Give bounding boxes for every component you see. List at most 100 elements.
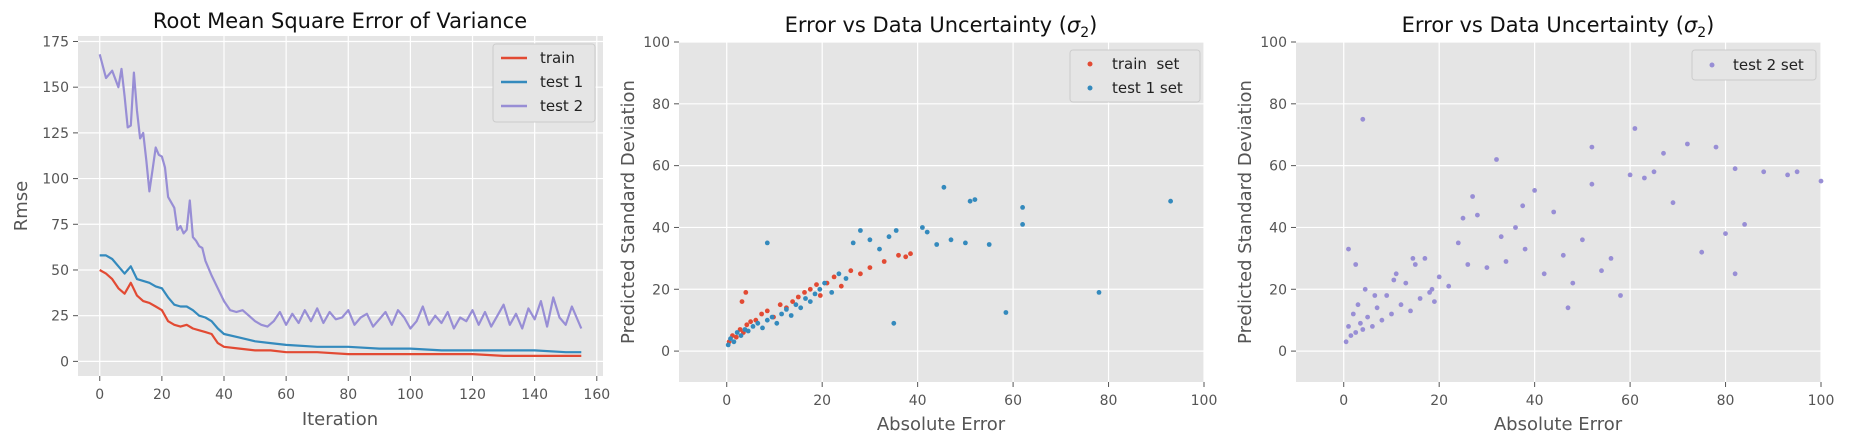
point-test-1-set [822, 280, 827, 286]
legend-scatter-1: train set test 1 set [1069, 49, 1201, 103]
legend-label-train: train [540, 49, 575, 67]
x-tick-label: 60 [1004, 393, 1022, 409]
point-test-2-set [1699, 249, 1705, 255]
point-test-2-set [1713, 144, 1719, 150]
point-train-set [739, 299, 745, 304]
point-test-1-set [1096, 290, 1102, 295]
point-test-2-set [1398, 302, 1404, 308]
point-test-2-set [1355, 302, 1361, 308]
x-tick-label: 100 [1191, 393, 1218, 409]
x-tick-label: 100 [1808, 393, 1835, 409]
point-test-2-set [1391, 277, 1397, 283]
legend-label-test1-set: test 1 set [1112, 79, 1183, 97]
x-tick-label: 60 [277, 387, 295, 403]
point-test-1-set [784, 307, 789, 312]
point-test-2-set [1346, 324, 1351, 329]
point-test-2-set [1408, 308, 1413, 314]
point-test-1-set [877, 246, 882, 252]
point-test-2-set [1498, 234, 1504, 240]
point-test-2-set [1651, 169, 1657, 175]
point-test-1-set [886, 234, 892, 240]
point-test-1-set [934, 242, 940, 247]
x-axis-label-scatter-1: Absolute Error [877, 414, 1006, 435]
x-tick-label: 0 [1339, 393, 1348, 409]
point-test-2-set [1348, 333, 1354, 338]
point-test-1-set [779, 311, 784, 317]
point-train-set [881, 259, 887, 264]
x-tick-label: 0 [95, 387, 104, 403]
point-test-1-set [836, 271, 842, 277]
point-test-1-set [817, 286, 823, 292]
point-train-set [759, 311, 764, 317]
point-train-set [777, 302, 783, 308]
point-test-1-set [920, 225, 925, 230]
point-test-2-set [1541, 271, 1547, 277]
point-test-2-set [1785, 172, 1790, 178]
x-tick-label: 0 [722, 393, 731, 409]
x-tick-label: 80 [1100, 393, 1118, 409]
point-test-2-set [1503, 259, 1509, 264]
point-test-1-set [793, 302, 799, 308]
panel-rmse: 0 20 40 60 80 100 120 140 160 0 25 50 75 100 125 150 17… [11, 9, 610, 430]
point-test-1-set [1020, 222, 1025, 227]
point-test-2-set [1358, 320, 1363, 326]
point-test-2-set [1618, 293, 1623, 298]
y-tick-label: 40 [1269, 220, 1287, 236]
point-test-2-set [1350, 311, 1356, 317]
legend-label-test2: test 2 [540, 97, 583, 115]
point-test-2-set [1389, 311, 1394, 317]
point-test-2-set [1627, 172, 1633, 178]
point-train-set [744, 322, 750, 328]
point-test-2-set [1565, 305, 1571, 311]
title-sigma: σ [1684, 13, 1698, 37]
series-line-train [99, 269, 582, 357]
point-test-1-set [1020, 205, 1025, 210]
y-tick-label: 100 [42, 172, 69, 188]
point-test-2-set [1589, 181, 1595, 187]
point-test-2-set [1570, 280, 1576, 286]
point-test-2-set [1742, 222, 1747, 227]
point-test-2-set [1670, 200, 1676, 206]
x-tick-label: 20 [813, 393, 831, 409]
point-test-1-set [891, 320, 897, 326]
point-test-2-set [1384, 293, 1390, 298]
point-test-1-set [731, 339, 737, 345]
point-test-2-set [1580, 237, 1585, 243]
point-test-1-set [850, 240, 856, 246]
point-test-1-set [807, 299, 813, 304]
point-test-2-set [1494, 157, 1499, 162]
point-test-2-set [1446, 283, 1452, 289]
point-test-2-set [1403, 280, 1409, 286]
point-test-1-set [774, 320, 780, 326]
point-train-set [896, 252, 901, 258]
series-scatter-1 [725, 184, 1173, 348]
legend-label-test2-set: test 2 set [1733, 56, 1804, 74]
point-test-1-set [750, 324, 756, 329]
title-sub: 2 [1080, 25, 1089, 41]
point-test-2-set [1484, 265, 1490, 270]
point-test-2-set [1353, 330, 1359, 335]
point-test-1-set [829, 290, 835, 295]
point-test-2-set [1412, 262, 1418, 267]
point-train-set [831, 274, 837, 280]
x-tick-label: 40 [909, 393, 927, 409]
panel-scatter-1: 0 20 40 60 80 100 0 20 40 60 80 100 train set test… [618, 13, 1217, 435]
y-tick-label: 100 [1260, 35, 1287, 51]
title-sub: 2 [1697, 25, 1706, 41]
point-test-1-set [941, 184, 947, 190]
legend-scatter-2: test 2 set [1691, 49, 1817, 81]
point-test-2-set [1393, 271, 1399, 277]
point-test-2-set [1520, 203, 1526, 209]
y-tick-label: 175 [42, 34, 69, 50]
grid-scatter-1 [679, 41, 1205, 382]
y-tick-label: 60 [1269, 159, 1287, 175]
title-text: Error vs Data Uncertainty [1402, 13, 1669, 37]
point-train-set [814, 282, 819, 287]
xticks-scatter-2: 0 20 40 60 80 100 [1339, 382, 1834, 409]
point-test-2-set [1551, 209, 1557, 215]
x-tick-label: 140 [521, 387, 548, 403]
point-train-set [748, 319, 753, 325]
series-line-test-2 [98, 54, 583, 330]
point-test-1-set [764, 240, 770, 246]
x-tick-label: 80 [339, 387, 357, 403]
